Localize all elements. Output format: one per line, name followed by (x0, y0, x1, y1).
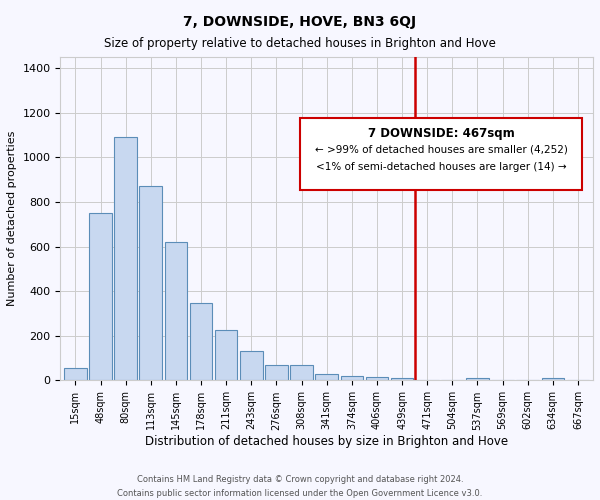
Bar (316, 374, 338, 380)
Bar (265, 365, 288, 380)
Bar (115, 138, 137, 380)
Y-axis label: Number of detached properties: Number of detached properties (7, 131, 17, 306)
Bar (64, 368, 87, 380)
Bar (89, 213, 112, 380)
Bar (215, 330, 238, 380)
X-axis label: Distribution of detached houses by size in Brighton and Hove: Distribution of detached houses by size … (145, 435, 508, 448)
Bar (139, 186, 162, 380)
Text: 7 DOWNSIDE: 467sqm: 7 DOWNSIDE: 467sqm (368, 126, 514, 140)
Bar (190, 304, 212, 380)
Bar (365, 377, 388, 380)
Text: 7, DOWNSIDE, HOVE, BN3 6QJ: 7, DOWNSIDE, HOVE, BN3 6QJ (184, 15, 416, 29)
Text: <1% of semi-detached houses are larger (14) →: <1% of semi-detached houses are larger (… (316, 162, 566, 172)
Bar (542, 378, 564, 380)
Bar (164, 242, 187, 380)
Text: Size of property relative to detached houses in Brighton and Hove: Size of property relative to detached ho… (104, 38, 496, 51)
Bar (341, 376, 363, 380)
Bar (391, 378, 413, 380)
Text: Contains HM Land Registry data © Crown copyright and database right 2024.
Contai: Contains HM Land Registry data © Crown c… (118, 476, 482, 498)
Bar (290, 365, 313, 380)
Text: ← >99% of detached houses are smaller (4,252): ← >99% of detached houses are smaller (4… (314, 145, 568, 155)
Bar (240, 352, 263, 380)
Bar (466, 378, 489, 380)
